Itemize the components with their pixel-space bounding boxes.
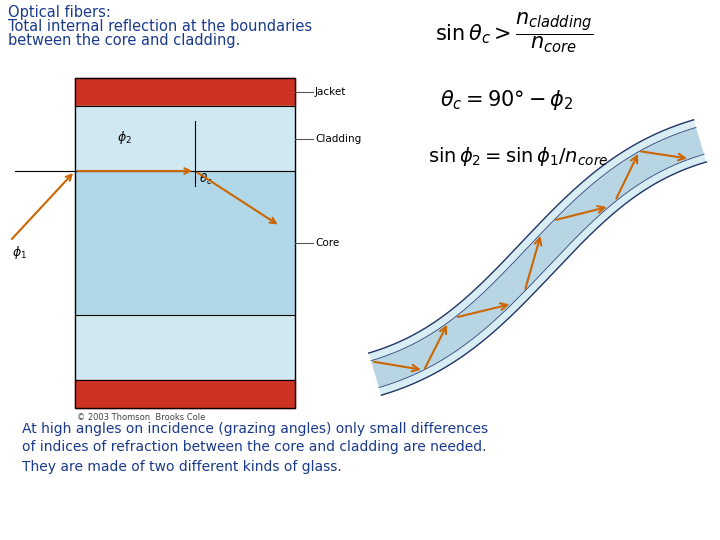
- Text: $\theta_c = 90°-\phi_2$: $\theta_c = 90°-\phi_2$: [440, 88, 573, 112]
- Text: $\sin\theta_c > \dfrac{n_{cladding}}{n_{core}}$: $\sin\theta_c > \dfrac{n_{cladding}}{n_{…: [435, 10, 593, 55]
- Text: $\sin\phi_2 = \sin\phi_1 / n_{core}$: $\sin\phi_2 = \sin\phi_1 / n_{core}$: [428, 145, 608, 168]
- Text: $\theta_c$: $\theta_c$: [199, 172, 212, 187]
- Text: Total internal reflection at the boundaries: Total internal reflection at the boundar…: [8, 19, 312, 34]
- Text: $\phi_1$: $\phi_1$: [12, 244, 27, 261]
- Text: between the core and cladding.: between the core and cladding.: [8, 33, 240, 48]
- Bar: [75, 315, 295, 380]
- Polygon shape: [369, 120, 706, 395]
- Text: Optical fibers:: Optical fibers:: [8, 5, 111, 20]
- Bar: [75, 380, 295, 408]
- Bar: [75, 106, 295, 171]
- Polygon shape: [371, 127, 704, 388]
- Bar: [75, 171, 295, 315]
- Text: Jacket: Jacket: [315, 87, 346, 97]
- Bar: [75, 78, 295, 408]
- Text: of indices of refraction between the core and cladding are needed.: of indices of refraction between the cor…: [22, 440, 487, 454]
- Text: At high angles on incidence (grazing angles) only small differences: At high angles on incidence (grazing ang…: [22, 422, 488, 436]
- Text: Cladding: Cladding: [315, 133, 361, 144]
- Text: Core: Core: [315, 238, 339, 248]
- Bar: [75, 78, 295, 106]
- Text: They are made of two different kinds of glass.: They are made of two different kinds of …: [22, 460, 342, 474]
- Text: $\phi_2$: $\phi_2$: [117, 129, 132, 146]
- Text: © 2003 Thomson  Brooks Cole: © 2003 Thomson Brooks Cole: [77, 413, 205, 422]
